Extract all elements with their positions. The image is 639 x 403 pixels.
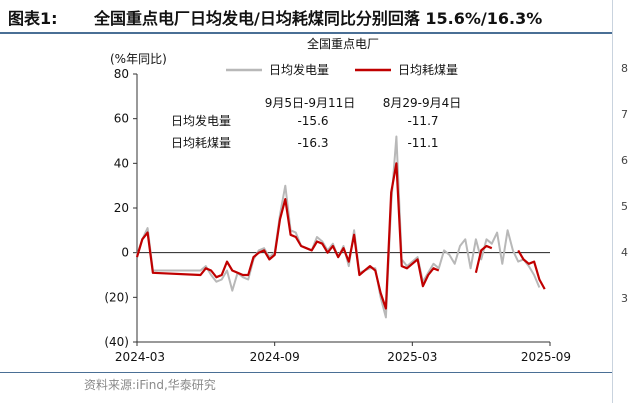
footer-rule <box>0 372 612 373</box>
chart-title: 全国重点电厂 <box>307 36 379 51</box>
annotation-row2-v1: -16.3 <box>297 136 328 150</box>
annotation-row2-v2: -11.1 <box>407 136 438 150</box>
x-tick-label: 2024-03 <box>115 350 165 364</box>
series-line-coal-segment <box>474 244 493 274</box>
series-line-coal-segment <box>517 249 546 290</box>
annotation-row1-v2: -11.7 <box>407 114 438 128</box>
strip-tick-label: 4 <box>621 246 628 259</box>
strip-tick-label: 8 <box>621 62 628 75</box>
strip-tick-label: 3 <box>621 292 628 305</box>
annotation-col1-header: 9月5日-9月11日 <box>265 96 356 110</box>
y-tick-label: 60 <box>114 112 129 126</box>
series-line-generation <box>136 135 541 319</box>
figure-label: 图表1: <box>8 9 58 28</box>
strip-tick-label: 5 <box>621 200 628 213</box>
y-tick-label: (40) <box>104 335 129 349</box>
strip-tick-label: 7 <box>621 108 628 121</box>
line-chart: 全国重点电厂 (%年同比) 日均发电量 日均耗煤量 9月5日-9月11日 8月2… <box>104 36 571 364</box>
y-tick-label: 20 <box>114 201 129 215</box>
y-tick-label: 80 <box>114 67 129 81</box>
adjacent-chart-strip: 8 7 6 5 4 3 <box>612 0 639 403</box>
series-layer <box>135 135 546 319</box>
x-tick-label: 2024-09 <box>250 350 300 364</box>
figure-header: 图表1: 全国重点电厂日均发电/日均耗煤同比分别回落 15.6%/16.3% <box>0 0 612 34</box>
annotation-table: 9月5日-9月11日 8月29-9月4日 日均发电量 -15.6 -11.7 日… <box>171 96 461 150</box>
legend: 日均发电量 日均耗煤量 <box>226 62 458 77</box>
y-tick-label: 40 <box>114 156 129 170</box>
annotation-col2-header: 8月29-9月4日 <box>383 96 462 110</box>
y-axis-label: (%年同比) <box>110 52 167 66</box>
figure-title: 全国重点电厂日均发电/日均耗煤同比分别回落 15.6%/16.3% <box>94 9 543 28</box>
source-note: 资料来源:iFind,华泰研究 <box>84 378 216 392</box>
annotation-row2-label: 日均耗煤量 <box>171 136 231 150</box>
strip-tick-label: 6 <box>621 154 628 167</box>
annotation-row1-label: 日均发电量 <box>171 113 231 128</box>
y-tick-label: 0 <box>121 246 129 260</box>
axes: (40) (20) 0 20 40 60 80 2024-03 2024-09 2025-03 20… <box>104 67 571 364</box>
x-tick-label: 2025-09 <box>521 350 571 364</box>
y-tick-label: (20) <box>104 290 129 304</box>
series-line-coal-segment <box>135 162 440 310</box>
annotation-row1-v1: -15.6 <box>297 114 328 128</box>
x-tick-label: 2025-03 <box>387 350 437 364</box>
legend-label-generation: 日均发电量 <box>269 62 329 77</box>
legend-label-coal: 日均耗煤量 <box>398 63 458 77</box>
